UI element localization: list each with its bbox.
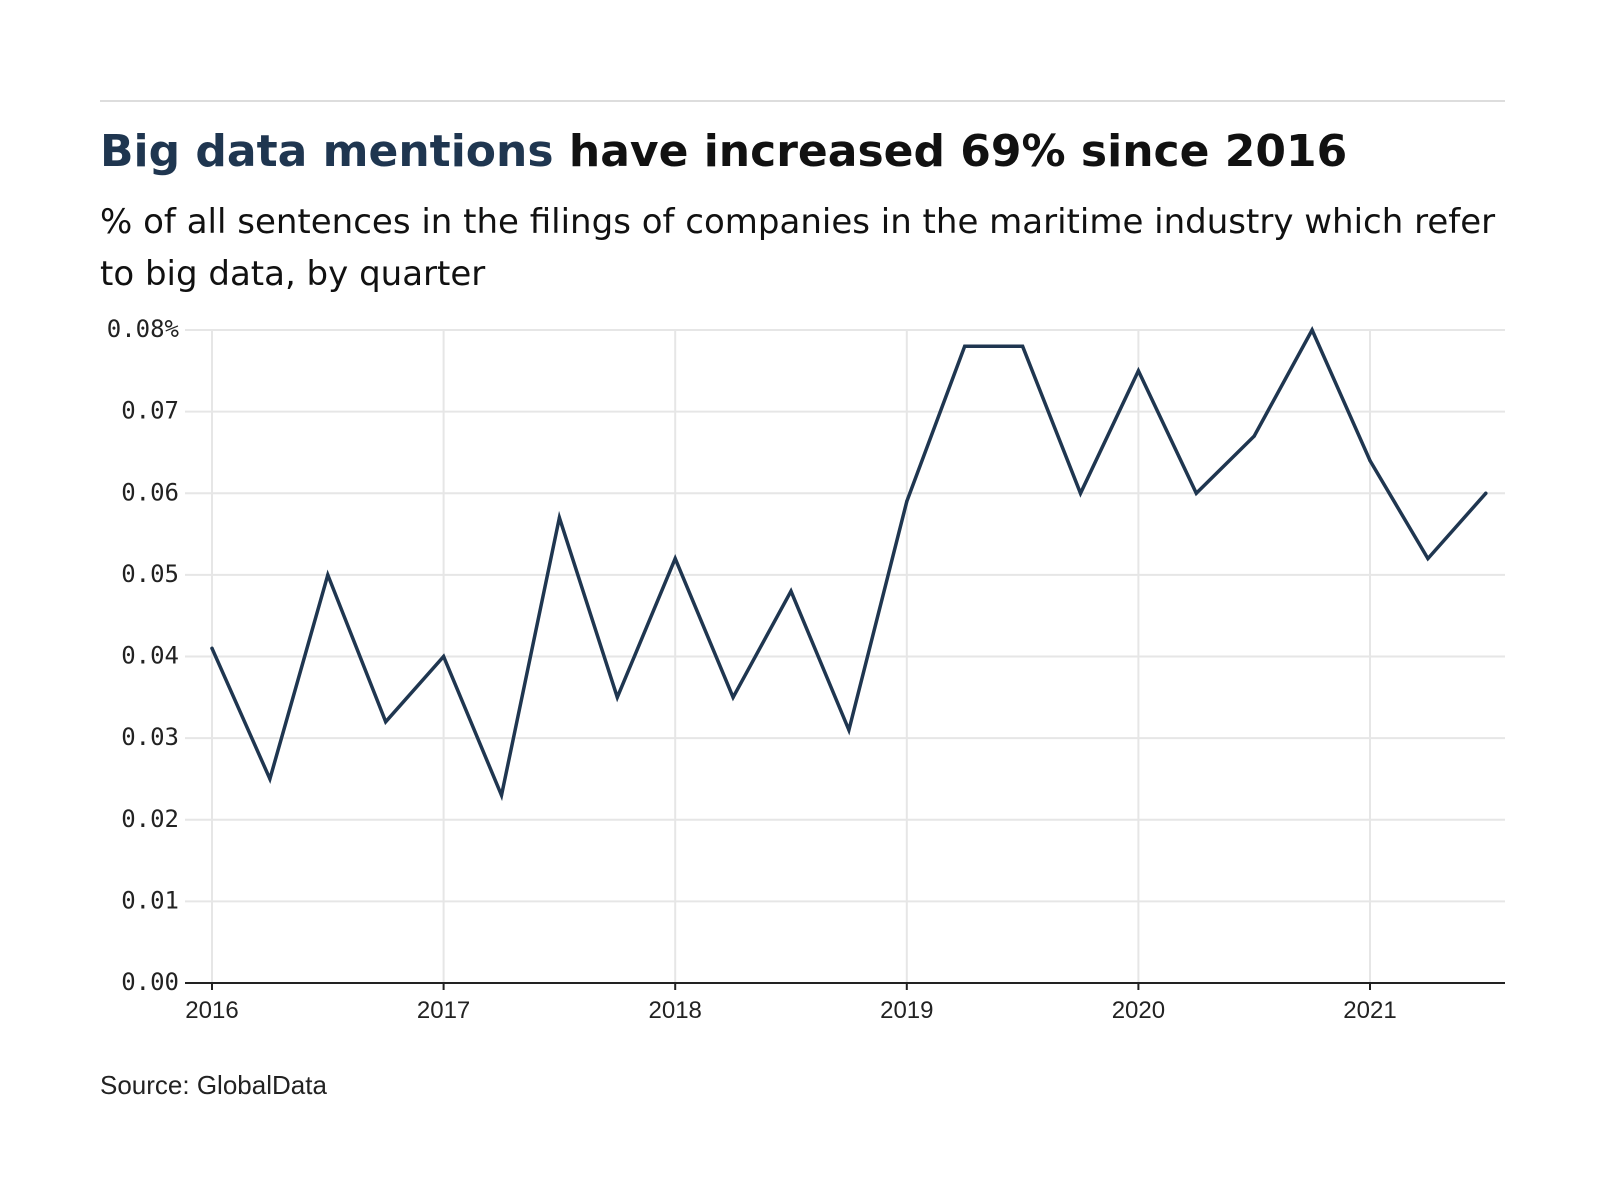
top-divider — [100, 100, 1505, 102]
y-tick-label: 0.07 — [121, 397, 179, 425]
y-axis-tick-labels: 0.00 0.01 0.02 0.03 0.04 0.05 0.06 0.07 0.08% — [107, 315, 180, 996]
x-tick-label: 2020 — [1112, 997, 1165, 1024]
x-tick-label: 2021 — [1343, 997, 1396, 1024]
x-axis-tick-labels: 2016 2017 2018 2019 2020 2021 — [185, 997, 1396, 1024]
data-point — [442, 654, 446, 659]
y-tick-label: 0.01 — [121, 886, 179, 914]
y-tick-label: 0.08% — [107, 315, 180, 343]
data-point — [1078, 491, 1083, 495]
data-point — [905, 499, 909, 504]
chart-title: Big data mentions have increased 69% sin… — [100, 124, 1347, 180]
y-tick-label: 0.04 — [121, 642, 179, 670]
y-tick-label: 0.00 — [121, 968, 179, 996]
horizontal-gridlines — [185, 329, 1505, 903]
x-tick-label: 2016 — [185, 997, 238, 1024]
series-group — [210, 326, 1488, 802]
chart-title-rest: have increased 69% since 2016 — [553, 126, 1348, 177]
data-point — [384, 720, 388, 724]
source-note: Source: GlobalData — [100, 1070, 327, 1100]
x-tick-label: 2017 — [417, 997, 470, 1024]
y-tick-label: 0.03 — [121, 723, 179, 751]
data-point — [789, 589, 793, 593]
data-point — [1136, 369, 1140, 373]
data-point — [1252, 434, 1256, 438]
y-tick-label: 0.02 — [121, 805, 179, 833]
data-point — [326, 573, 330, 577]
y-tick-label: 0.05 — [121, 560, 179, 588]
data-point — [1368, 459, 1372, 463]
data-point — [1021, 344, 1025, 348]
data-point — [731, 695, 735, 699]
chart-subtitle: % of all sentences in the filings of com… — [100, 202, 1496, 294]
data-point — [1310, 328, 1314, 332]
data-point — [963, 344, 967, 348]
x-tick-label: 2019 — [880, 997, 933, 1024]
data-point — [1484, 491, 1488, 495]
chart-title-highlight: Big data mentions — [100, 126, 554, 177]
vertical-gridlines — [211, 330, 1371, 990]
data-point — [1426, 556, 1430, 561]
data-point — [210, 646, 214, 650]
x-tick-label: 2018 — [649, 997, 702, 1024]
data-point — [1194, 491, 1198, 495]
series-line — [210, 326, 1488, 802]
data-point — [847, 728, 851, 732]
data-point — [673, 556, 677, 561]
data-point — [268, 777, 272, 781]
data-point — [557, 516, 562, 520]
y-tick-label: 0.06 — [121, 478, 179, 506]
data-point — [615, 695, 619, 699]
data-point — [499, 793, 504, 797]
